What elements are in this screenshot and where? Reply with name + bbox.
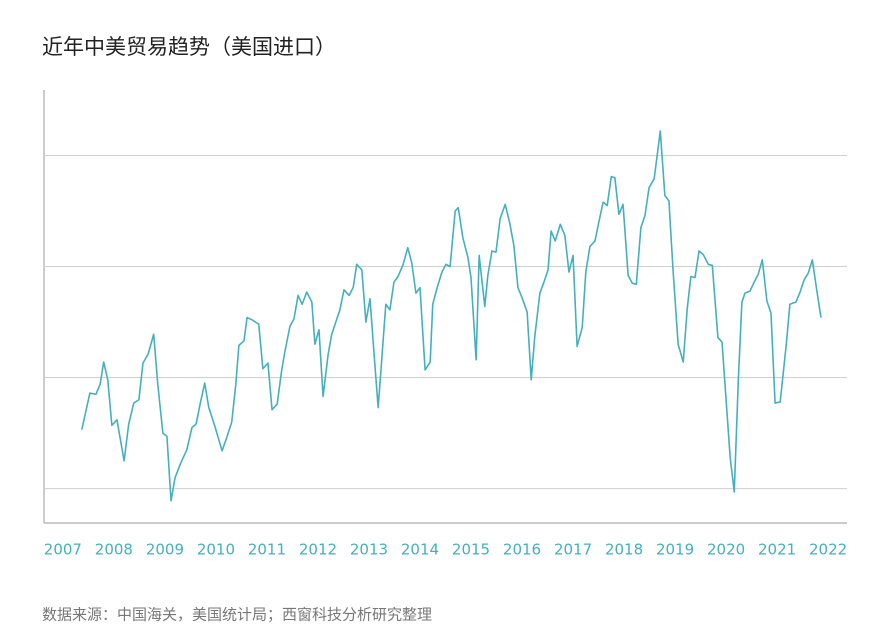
x-tick-label: 2020 [707, 541, 745, 559]
chart-title: 近年中美贸易趋势（美国进口） [42, 35, 336, 59]
x-tick-label: 2018 [605, 541, 643, 559]
x-tick-label: 2007 [44, 541, 82, 559]
x-tick-label: 2021 [758, 541, 796, 559]
data-line [80, 130, 822, 502]
x-tick-label: 2014 [401, 541, 439, 559]
x-tick-label: 2008 [95, 541, 133, 559]
x-tick-label: 2009 [146, 541, 184, 559]
x-tick-label: 2013 [350, 541, 388, 559]
x-tick-label: 2017 [554, 541, 592, 559]
x-tick-label: 2019 [656, 541, 694, 559]
x-tick-label: 2016 [503, 541, 541, 559]
x-tick-label: 2010 [197, 541, 235, 559]
x-tick-label: 2011 [248, 541, 286, 559]
x-tick-label: 2022 [809, 541, 847, 559]
x-tick-label: 2012 [299, 541, 337, 559]
x-tick-label: 2015 [452, 541, 490, 559]
source-note: 数据来源：中国海关，美国统计局；西窗科技分析研究整理 [42, 606, 432, 624]
